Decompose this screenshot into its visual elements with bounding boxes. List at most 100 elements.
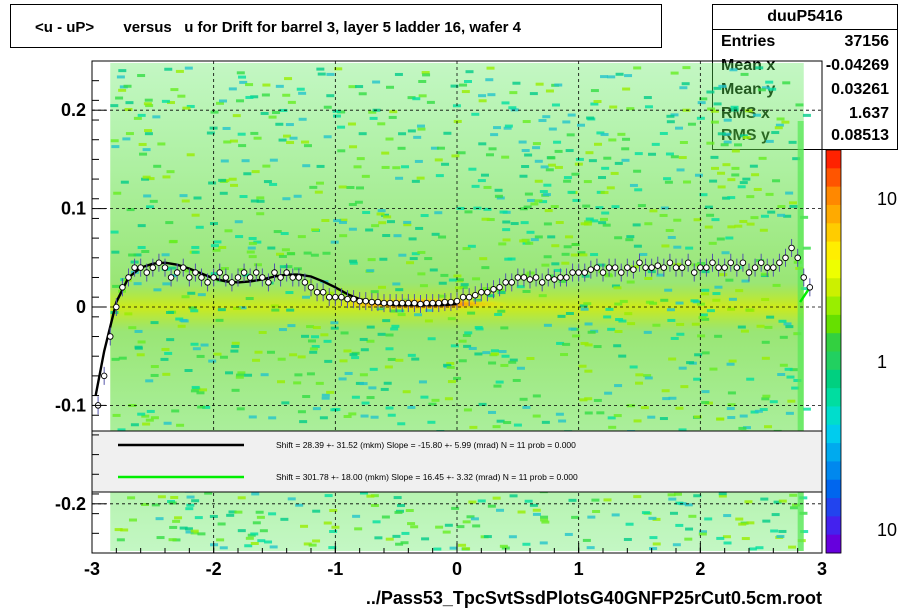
heatmap-cell [219, 546, 228, 550]
heatmap-cell [348, 85, 357, 89]
heatmap-cell [273, 230, 282, 234]
profile-point [289, 274, 297, 281]
heatmap-cell [217, 308, 226, 312]
heatmap-cell [326, 72, 335, 76]
profile-point [569, 269, 576, 276]
heatmap-cell [395, 288, 404, 292]
heatmap-cell [210, 110, 219, 114]
heatmap-cell [301, 140, 310, 144]
color-scale-border [825, 149, 842, 554]
heatmap-cell [262, 164, 271, 168]
heatmap-cell [776, 534, 785, 538]
profile-point [721, 264, 728, 271]
heatmap-cell [231, 344, 240, 348]
heatmap-cell [195, 225, 204, 229]
color-scale-label: 1 [877, 352, 887, 372]
heatmap-cell [614, 161, 623, 165]
heatmap-cell [678, 156, 687, 160]
heatmap-cell [634, 188, 643, 192]
axes: -3 -2 -1 0 1 2 3 -0.2 -0.1 0 0.1 0.2 [55, 60, 827, 579]
heatmap-cell [459, 83, 468, 87]
heatmap-cell [150, 373, 159, 377]
heatmap-cell [323, 105, 332, 109]
heatmap-cell [662, 397, 671, 401]
heatmap-cell [133, 253, 142, 257]
heatmap-cell [660, 298, 669, 302]
x-tick-label: -1 [327, 559, 343, 579]
heatmap-cell [280, 517, 289, 521]
profile-point [806, 284, 814, 291]
heatmap-cell [593, 398, 602, 402]
heatmap-cell [602, 223, 611, 227]
heatmap-cell [700, 292, 709, 296]
heatmap-cell [196, 354, 205, 358]
heatmap-cell [168, 538, 177, 542]
heatmap-cell [737, 185, 746, 189]
profile-point [691, 269, 698, 276]
heatmap-cell [696, 302, 705, 306]
heatmap-cell [283, 134, 292, 138]
heatmap-cell [580, 341, 589, 345]
heatmap-cell [301, 334, 310, 338]
heatmap-cell [459, 285, 468, 289]
heatmap-cell [417, 250, 426, 254]
heatmap-cell [746, 195, 755, 199]
profile-point [654, 262, 662, 269]
heatmap-cell [278, 328, 287, 332]
profile-point [380, 299, 388, 307]
heatmap-cell [118, 69, 127, 73]
color-scale-segment [826, 296, 841, 316]
heatmap-cell [670, 113, 679, 117]
heatmap-cell [473, 206, 482, 210]
heatmap-cell [603, 315, 612, 319]
heatmap-cell [232, 114, 241, 118]
heatmap-cell [731, 166, 740, 170]
heatmap-cell [467, 244, 476, 248]
heatmap-cell [488, 410, 497, 414]
heatmap-cell [563, 179, 572, 183]
heatmap-cell [545, 168, 554, 172]
heatmap-cell [788, 201, 797, 205]
heatmap-cell [577, 251, 586, 255]
heatmap-cell [361, 174, 370, 178]
heatmap-cell [555, 412, 564, 416]
heatmap-cell [499, 544, 508, 548]
heatmap-cell [701, 270, 710, 274]
heatmap-cell [395, 358, 404, 362]
heatmap-cell [347, 122, 356, 126]
heatmap-cell [111, 250, 120, 254]
heatmap-cell [543, 183, 552, 187]
heatmap-cell [424, 257, 433, 261]
heatmap-cell [471, 112, 480, 116]
heatmap-cell [678, 366, 687, 370]
profile-point [405, 299, 412, 307]
heatmap-cell [284, 265, 293, 269]
heatmap-cell [155, 517, 164, 521]
profile-point [173, 269, 181, 276]
heatmap-cell [497, 309, 506, 313]
heatmap-cell [461, 90, 470, 94]
heatmap-cell [199, 388, 208, 392]
heatmap-cell [768, 87, 777, 91]
heatmap-cell [312, 407, 321, 411]
heatmap-cell [287, 100, 296, 104]
heatmap-cell [795, 103, 804, 107]
heatmap-cell [142, 175, 151, 179]
heatmap-cell [758, 156, 767, 160]
heatmap-cell [490, 133, 499, 137]
heatmap-cell [316, 67, 325, 71]
heatmap-cell [723, 514, 732, 518]
heatmap-cell [269, 158, 278, 162]
heatmap-cell [219, 99, 228, 103]
heatmap-cell [434, 211, 443, 215]
heatmap-cell [701, 288, 710, 292]
profile-point [143, 269, 150, 276]
heatmap-cell [462, 547, 471, 551]
heatmap-cell [542, 115, 551, 119]
profile-point [198, 274, 205, 281]
heatmap-cell [338, 220, 347, 224]
heatmap-cell [560, 353, 569, 357]
heatmap-cell [191, 499, 200, 503]
heatmap-cell [659, 213, 668, 217]
heatmap-cell [443, 131, 452, 135]
